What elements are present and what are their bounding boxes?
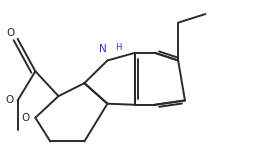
Text: H: H <box>115 43 122 52</box>
Text: O: O <box>7 29 15 39</box>
Text: O: O <box>22 113 30 123</box>
Text: O: O <box>5 95 14 105</box>
Text: N: N <box>100 44 107 54</box>
